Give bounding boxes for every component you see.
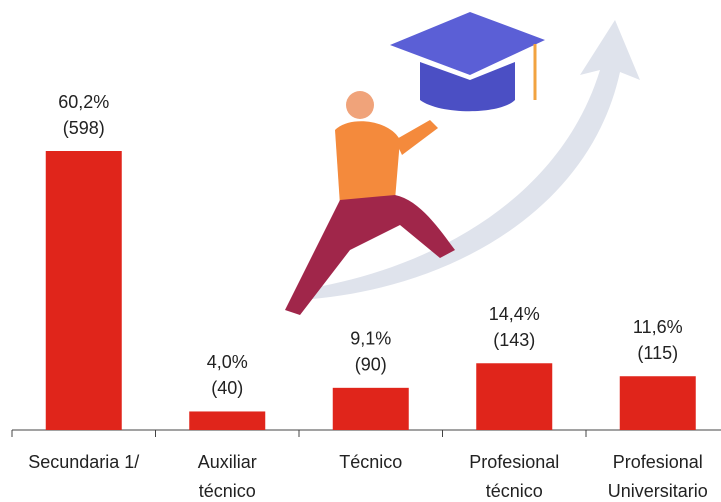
count-label: (143): [493, 330, 535, 350]
cap-base: [420, 62, 515, 112]
value-label: 4,0%: [207, 352, 248, 372]
bar: [45, 151, 122, 430]
count-label: (90): [355, 355, 387, 375]
body: [335, 121, 400, 205]
cap-top: [390, 12, 545, 75]
value-label: 60,2%: [58, 92, 109, 112]
x-tick-label: Auxiliar: [198, 452, 257, 472]
count-label: (598): [63, 118, 105, 138]
x-tick-label: técnico: [486, 481, 543, 501]
value-label: 11,6%: [633, 317, 683, 337]
legs: [285, 195, 455, 315]
arrow: [300, 20, 640, 300]
arm: [395, 120, 438, 155]
illustration: [285, 12, 640, 315]
head: [346, 91, 374, 119]
bar: [189, 411, 266, 430]
x-tick-label: Profesional: [613, 452, 703, 472]
x-tick-label: Universitario: [608, 481, 708, 501]
value-label: 9,1%: [350, 329, 391, 349]
bar: [619, 376, 696, 430]
x-tick-label: Profesional: [469, 452, 559, 472]
bar: [476, 363, 553, 430]
count-label: (40): [211, 378, 243, 398]
count-label: (115): [637, 343, 678, 363]
value-label: 14,4%: [489, 304, 540, 324]
x-tick-label: técnico: [199, 481, 256, 501]
x-tick-label: Técnico: [339, 452, 402, 472]
x-tick-label: Secundaria 1/: [28, 452, 139, 472]
bar: [332, 387, 409, 430]
